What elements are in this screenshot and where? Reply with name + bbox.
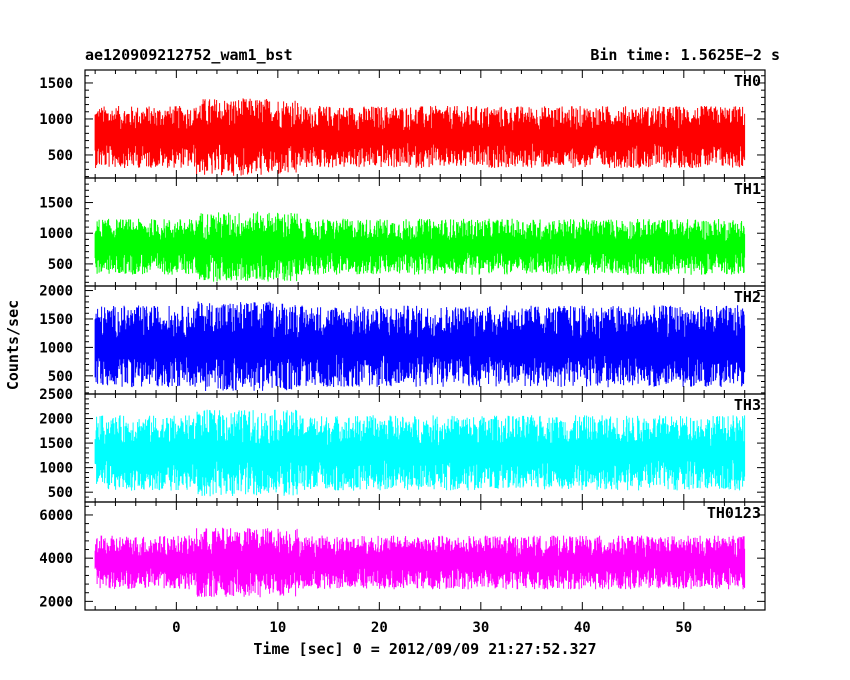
panel-frame-th0123 <box>84 501 766 611</box>
x-tick-label: 0 <box>172 620 180 636</box>
series-th0123 <box>94 527 746 598</box>
y-tick-label: 1000 <box>39 461 73 477</box>
y-tick-label: 500 <box>48 369 73 385</box>
y-tick-label: 500 <box>48 148 73 164</box>
panel-label-th0123: TH0123 <box>707 504 761 522</box>
y-tick-label: 1500 <box>39 436 73 452</box>
y-tick-label: 1500 <box>39 76 73 92</box>
y-axis-label: Counts/sec <box>4 300 22 390</box>
panel-label-th0: TH0 <box>734 72 761 90</box>
panel-label-th1: TH1 <box>734 180 761 198</box>
y-tick-label: 2500 <box>39 387 73 403</box>
panel-label-th2: TH2 <box>734 288 761 306</box>
y-tick-label: 500 <box>48 257 73 273</box>
y-tick-label: 1000 <box>39 226 73 242</box>
y-tick-label: 2000 <box>39 594 73 610</box>
chart-title: ae120909212752_wam1_bst <box>85 46 293 64</box>
series-th2 <box>94 301 746 391</box>
y-tick-label: 2000 <box>39 412 73 428</box>
series-th1 <box>94 211 746 282</box>
y-tick-label: 1000 <box>39 340 73 356</box>
series-th0 <box>94 98 746 176</box>
y-tick-label: 1500 <box>39 196 73 212</box>
x-axis-label: Time [sec] 0 = 2012/09/09 21:27:52.327 <box>253 640 596 658</box>
y-tick-label: 6000 <box>39 508 73 524</box>
x-tick-label: 40 <box>574 620 591 636</box>
x-tick-label: 50 <box>675 620 692 636</box>
y-tick-label: 2000 <box>39 284 73 300</box>
series-th3 <box>94 409 746 497</box>
x-tick-label: 20 <box>371 620 388 636</box>
x-tick-label: 30 <box>472 620 489 636</box>
y-tick-label: 500 <box>48 485 73 501</box>
panel-label-th3: TH3 <box>734 396 761 414</box>
y-tick-label: 1000 <box>39 112 73 128</box>
bin-time-label: Bin time: 1.5625E−2 s <box>590 46 780 64</box>
y-tick-label: 1500 <box>39 312 73 328</box>
y-tick-label: 4000 <box>39 551 73 567</box>
x-tick-label: 10 <box>269 620 286 636</box>
